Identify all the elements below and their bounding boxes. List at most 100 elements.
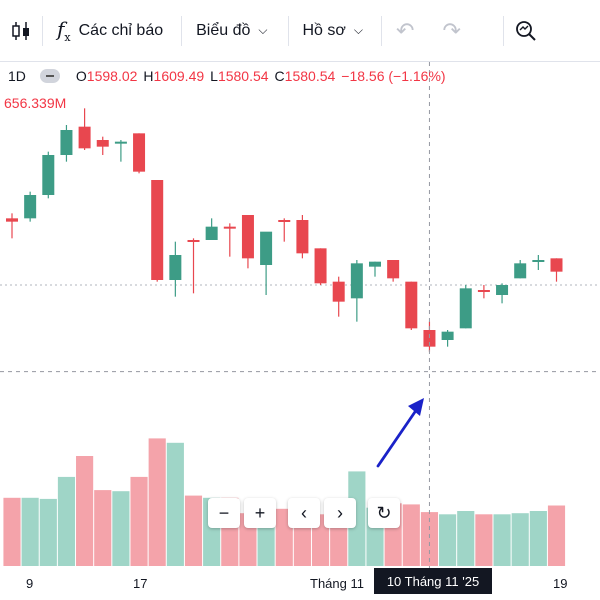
indicators-button[interactable]: fx Các chỉ báo: [43, 11, 181, 51]
undo-icon: ↶: [396, 17, 415, 43]
close-value: 1580.54: [284, 68, 336, 84]
volume-bar: [112, 491, 130, 566]
volume-bar: [529, 511, 547, 566]
candle-body: [387, 260, 400, 279]
volume-bar: [420, 512, 439, 566]
ohlc-legend: 1D O 1598.02 H 1609.49 L 1580.54 C 1580.…: [0, 66, 446, 86]
toolbar-divider: [42, 15, 43, 46]
collapse-legend-button[interactable]: [39, 69, 60, 83]
scroll-left-icon: ‹: [301, 502, 307, 523]
volume-value: 656.339M: [4, 95, 67, 111]
candle-body: [405, 281, 418, 329]
chart-navigation: − + ‹ › ↻: [208, 498, 400, 528]
candles-icon: [12, 21, 29, 40]
candle-body: [60, 130, 73, 155]
crosshair-time-label: 10 Tháng 11 '25: [374, 568, 492, 594]
candle-body: [332, 281, 345, 302]
toolbar-divider: [181, 15, 183, 46]
toolbar-divider: [381, 15, 382, 46]
zoom-in-button[interactable]: +: [244, 498, 276, 528]
scroll-right-button[interactable]: ›: [324, 498, 356, 528]
candle-body: [241, 215, 254, 259]
candle-body: [24, 195, 37, 219]
reset-icon: ↻: [376, 502, 392, 523]
zoom-out-icon: −: [218, 502, 230, 523]
profile-label: Hồ sơ: [302, 21, 346, 39]
fx-icon: fx: [57, 17, 71, 44]
volume-bar: [184, 495, 203, 566]
candle-body: [223, 226, 236, 229]
chart-style-button[interactable]: [0, 11, 42, 51]
volume-bar: [547, 505, 566, 566]
chevron-down-icon: ⌵: [353, 23, 363, 37]
undo-button[interactable]: ↶: [382, 11, 428, 51]
low-value: 1580.54: [217, 68, 269, 84]
time-tick: 9: [26, 576, 34, 591]
volume-bar: [348, 471, 366, 566]
toolbar-divider: [502, 15, 504, 46]
time-tick: 19: [553, 576, 568, 591]
volume-bar: [166, 442, 184, 566]
candle-body: [314, 248, 327, 284]
volume-bar: [130, 476, 148, 566]
candle-body: [114, 141, 127, 144]
time-tick: Tháng 11: [310, 576, 364, 591]
zoom-out-button[interactable]: −: [208, 498, 240, 528]
candle-body: [169, 255, 182, 280]
volume-bar: [57, 476, 76, 566]
candle-body: [133, 133, 146, 172]
high-value: 1609.49: [153, 68, 205, 84]
annotation-arrow: [376, 404, 421, 468]
candle-body: [369, 261, 381, 267]
profile-dropdown[interactable]: Hồ sơ ⌵: [289, 11, 382, 51]
reset-chart-button[interactable]: ↻: [368, 498, 400, 528]
search-button[interactable]: [504, 11, 548, 51]
volume-bar: [457, 511, 475, 566]
change-value: −18.56 (−1.16%): [341, 68, 446, 84]
redo-icon: ↷: [442, 17, 461, 43]
volume-bar: [76, 456, 94, 566]
volume-bar: [493, 514, 511, 566]
time-axis[interactable]: 9 17 Tháng 11 19: [0, 568, 600, 600]
volume-bar: [402, 504, 420, 566]
zoom-in-icon: +: [254, 502, 266, 523]
candle-body: [96, 140, 109, 147]
time-tick: 17: [133, 576, 148, 591]
volume-bar: [94, 490, 112, 566]
volume-bar: [39, 498, 57, 566]
candle-body: [151, 180, 164, 280]
volume-bar: [293, 515, 311, 566]
candle-body: [532, 260, 545, 262]
search-icon: [515, 20, 536, 41]
high-label: H: [143, 68, 154, 84]
interval-label[interactable]: 1D: [8, 68, 26, 84]
volume-bar: [148, 438, 166, 566]
candle-body: [496, 285, 509, 295]
candle-body: [550, 258, 563, 272]
candle-body: [459, 288, 472, 329]
top-toolbar: fx Các chỉ báo Biểu đồ ⌵ Hồ sơ ⌵ ↶ ↷: [0, 0, 600, 62]
chevron-down-icon: ⌵: [258, 23, 268, 37]
volume-bar: [511, 513, 529, 566]
open-value: 1598.02: [86, 68, 138, 84]
volume-bar: [439, 514, 457, 566]
chart-type-dropdown[interactable]: Biểu đồ ⌵: [182, 11, 287, 51]
candle-body: [514, 263, 527, 279]
low-label: L: [210, 68, 218, 84]
candle-body: [187, 240, 200, 242]
toolbar-divider: [287, 15, 289, 46]
candle-body: [477, 290, 490, 292]
close-label: C: [274, 68, 285, 84]
annotation-arrowhead: [408, 398, 424, 416]
redo-button[interactable]: ↷: [428, 11, 474, 51]
indicators-label: Các chỉ báo: [78, 21, 164, 39]
volume-bar: [21, 497, 39, 566]
candle-body: [6, 218, 18, 222]
candle-body: [278, 220, 291, 222]
candle-body: [260, 231, 273, 265]
candle-body: [205, 226, 218, 240]
scroll-left-button[interactable]: ‹: [288, 498, 320, 528]
volume-bar: [475, 514, 493, 566]
candle-body: [296, 220, 309, 254]
candle-body: [42, 155, 55, 195]
